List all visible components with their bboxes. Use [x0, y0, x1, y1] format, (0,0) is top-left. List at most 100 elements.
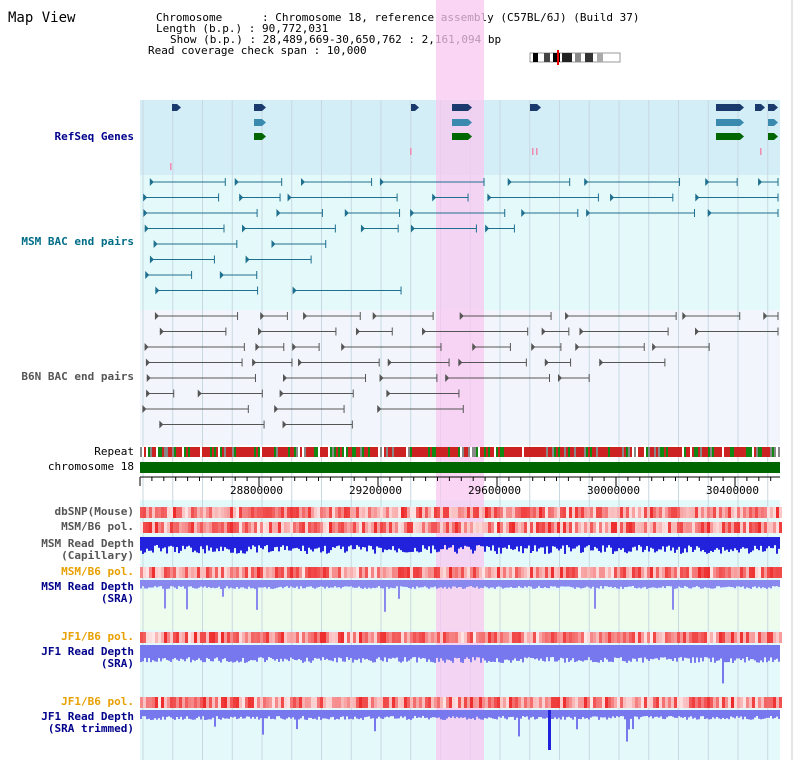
heat-cell [692, 697, 695, 708]
track-label-msm-depth-sra[interactable]: MSM Read Depth (SRA) [41, 580, 134, 605]
track-label-msm-b6-pol[interactable]: MSM/B6 pol. [61, 520, 134, 533]
bac-end [386, 389, 391, 398]
polymorphism-tracks[interactable] [140, 507, 782, 708]
track-label-jf1-depth-sra[interactable]: JF1 Read Depth (SRA) [41, 645, 134, 670]
repeat-segment [340, 447, 342, 457]
depth-bar [632, 645, 634, 659]
heat-cell [674, 567, 677, 578]
heat-cell [497, 632, 500, 643]
depth-bar [676, 645, 678, 662]
depth-bar [194, 580, 196, 589]
depth-bar [560, 645, 562, 658]
heat-cell [371, 697, 374, 708]
b6n-bac-track[interactable] [142, 312, 779, 429]
track-label-msm-b6-pol-2[interactable]: MSM/B6 pol. [61, 565, 134, 578]
heat-cell [398, 632, 401, 643]
depth-bar [532, 537, 534, 552]
depth-bar [372, 710, 374, 719]
heat-cell [383, 567, 386, 578]
repeat-segment [640, 447, 642, 457]
depth-bar [364, 580, 366, 588]
depth-bar [468, 537, 470, 547]
chromosome-ideogram[interactable] [529, 50, 621, 65]
depth-bar [416, 537, 418, 552]
repeat-segment [260, 447, 262, 457]
track-label-jf1-depth-trimmed[interactable]: JF1 Read Depth (SRA trimmed) [41, 710, 134, 735]
heat-cell [251, 507, 254, 518]
heat-cell [161, 507, 164, 518]
depth-bar [750, 537, 752, 553]
heat-cell [716, 567, 719, 578]
depth-bar [676, 710, 678, 718]
read-depth-tracks[interactable] [140, 537, 780, 750]
depth-bar [698, 580, 700, 588]
repeat-segment [466, 447, 468, 457]
heat-cell [215, 567, 218, 578]
depth-bar [306, 710, 308, 720]
track-label-jf1-b6-pol-2[interactable]: JF1/B6 pol. [61, 695, 134, 708]
depth-bar [632, 537, 634, 548]
heat-cell [305, 522, 308, 533]
depth-bar [206, 537, 208, 546]
heat-cell [557, 632, 560, 643]
depth-bar [498, 710, 500, 717]
heat-cell [179, 522, 182, 533]
depth-bar [362, 645, 364, 659]
depth-bar [270, 710, 272, 720]
repeat-segment [296, 447, 298, 457]
heat-cell [362, 632, 365, 643]
depth-bar [632, 710, 634, 730]
depth-bar [636, 710, 638, 717]
bac-end [298, 358, 303, 367]
heat-cell [401, 632, 404, 643]
depth-bar [754, 710, 756, 718]
track-label-refseq[interactable]: RefSeq Genes [54, 130, 134, 143]
track-label-jf1-b6-pol[interactable]: JF1/B6 pol. [61, 630, 134, 643]
bac-end [155, 286, 160, 295]
repeat-segment [612, 447, 614, 457]
heat-cell [653, 507, 656, 518]
track-label-b6n-bac[interactable]: B6N BAC end pairs [21, 370, 134, 383]
depth-bar [558, 710, 560, 718]
msm-bac-track[interactable] [143, 178, 779, 295]
heat-cell [683, 697, 686, 708]
depth-bar [760, 537, 762, 546]
refseq-genes-track[interactable] [170, 104, 778, 170]
repeat-segment [406, 447, 408, 457]
heat-cell [770, 567, 773, 578]
repeat-segment [628, 447, 630, 457]
heat-cell [650, 522, 653, 533]
repeat-segment [720, 447, 722, 457]
track-label-dbsnp[interactable]: dbSNP(Mouse) [54, 505, 134, 518]
heat-cell [290, 697, 293, 708]
depth-bar [724, 645, 726, 663]
repeat-segment [626, 447, 628, 457]
repeat-track[interactable] [140, 447, 780, 457]
depth-bar [738, 537, 740, 553]
depth-bar [190, 580, 192, 587]
depth-bar [520, 537, 522, 547]
repeat-segment [636, 447, 638, 457]
heat-cell [557, 697, 560, 708]
heat-cell [167, 507, 170, 518]
heat-cell [326, 507, 329, 518]
depth-bar [762, 645, 764, 663]
heat-cell [368, 632, 371, 643]
heat-cell [323, 507, 326, 518]
tick-label: 30000000 [587, 484, 640, 497]
depth-bar [386, 580, 388, 587]
track-label-msm-bac[interactable]: MSM BAC end pairs [21, 235, 134, 248]
heat-cell [341, 697, 344, 708]
depth-bar [288, 645, 290, 662]
track-label-msm-depth-capillary[interactable]: MSM Read Depth (Capillary) [41, 537, 134, 562]
depth-bar [268, 710, 270, 717]
depth-bar [228, 537, 230, 550]
depth-bar [442, 645, 444, 661]
heat-cell [191, 507, 194, 518]
heat-cell [554, 632, 557, 643]
depth-bar [354, 710, 356, 717]
depth-bar [380, 645, 382, 661]
track-label-repeat[interactable]: Repeat [94, 445, 134, 458]
repeat-segment [564, 447, 566, 457]
